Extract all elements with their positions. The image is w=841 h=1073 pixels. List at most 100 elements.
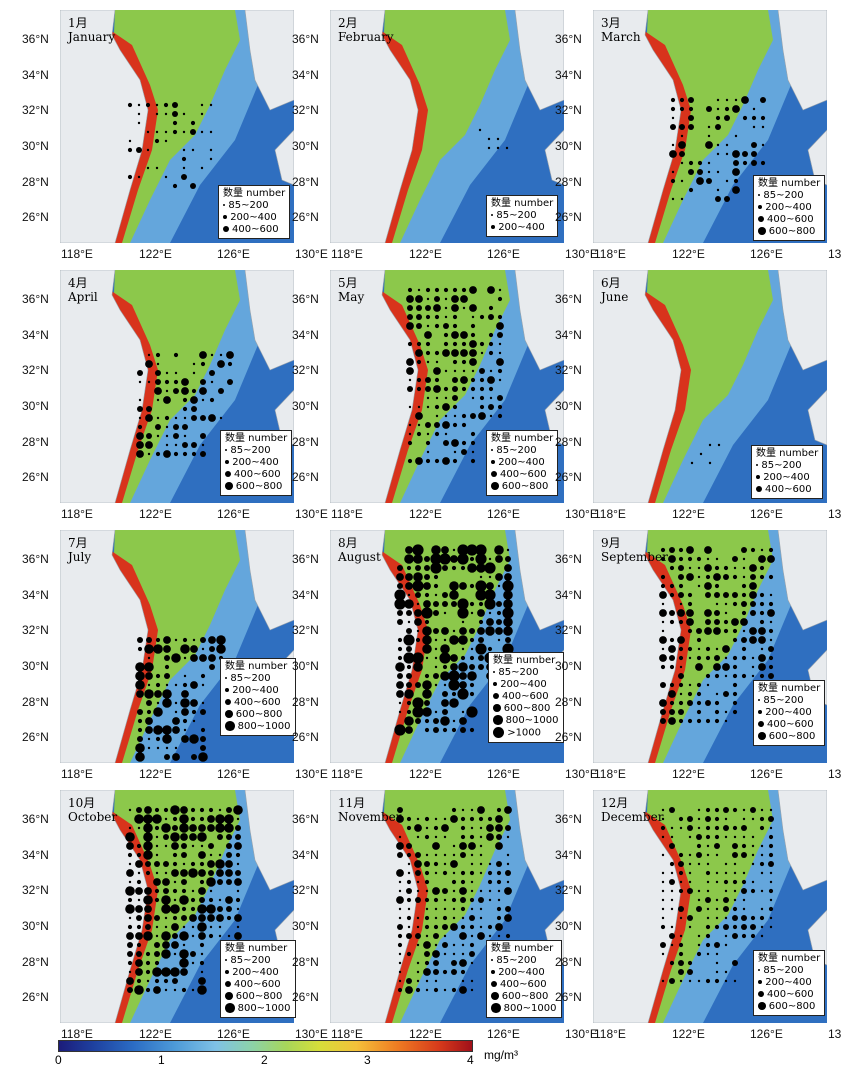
observation-dot xyxy=(731,618,739,626)
legend-dot xyxy=(225,699,231,705)
observation-dot xyxy=(136,978,142,984)
observation-dot xyxy=(504,887,512,895)
observation-dot xyxy=(742,808,746,812)
legend-dot xyxy=(493,670,496,674)
observation-dot xyxy=(145,987,151,993)
observation-dot xyxy=(459,582,467,590)
observation-dot xyxy=(145,414,153,422)
observation-dot xyxy=(696,655,702,661)
latitude-label: 28°N xyxy=(292,695,319,709)
observation-dot xyxy=(751,862,755,866)
observation-dot xyxy=(145,861,151,867)
observation-dot xyxy=(406,709,412,715)
latitude-label: 26°N xyxy=(292,990,319,1004)
month-label-cn: 9月 xyxy=(601,536,621,550)
observation-dot xyxy=(678,565,684,571)
observation-dot xyxy=(190,396,198,404)
observation-dot xyxy=(433,304,441,312)
observation-dot xyxy=(162,698,172,708)
observation-dot xyxy=(459,672,467,680)
observation-dot xyxy=(406,664,412,670)
map-panel-march: 3月 March 数量 number 85~200 200~400 400~600 600~… xyxy=(593,10,827,243)
observation-dot xyxy=(442,888,448,894)
observation-dot xyxy=(404,554,414,564)
observation-dot xyxy=(181,387,189,395)
observation-dot xyxy=(466,544,478,556)
observation-dot xyxy=(461,808,465,812)
observation-dot xyxy=(145,672,153,680)
observation-dot xyxy=(460,565,466,571)
observation-dot xyxy=(227,379,233,385)
observation-dot xyxy=(442,870,448,876)
observation-dot xyxy=(704,582,712,590)
longitude-label: 122°E xyxy=(409,507,442,521)
observation-dot xyxy=(461,952,465,956)
observation-dot xyxy=(669,619,675,625)
observation-dot xyxy=(416,889,420,893)
observation-dot xyxy=(434,656,438,660)
observation-dot xyxy=(227,361,233,367)
observation-dot xyxy=(497,898,501,902)
observation-dot xyxy=(505,825,511,831)
observation-dot xyxy=(416,943,420,947)
legend-entry: 200~400 xyxy=(225,457,287,469)
observation-dot xyxy=(172,102,178,108)
observation-dot xyxy=(208,870,214,876)
observation-dot xyxy=(394,598,406,610)
observation-dot xyxy=(397,637,403,643)
observation-dot xyxy=(714,843,720,849)
observation-dot xyxy=(750,807,756,813)
observation-dot xyxy=(725,179,729,183)
observation-dot xyxy=(760,925,764,929)
observation-dot xyxy=(671,170,675,174)
observation-dot xyxy=(469,664,475,670)
observation-dot xyxy=(147,746,151,750)
observation-dot xyxy=(487,376,495,384)
longitude-label: 130°E xyxy=(565,767,598,781)
observation-dot xyxy=(424,331,432,339)
coastal-high-chl xyxy=(110,290,158,503)
observation-dot xyxy=(751,656,755,660)
observation-dot xyxy=(760,871,764,875)
observation-dot xyxy=(749,591,757,599)
observation-dot xyxy=(415,457,423,465)
legend-title: 数量 number xyxy=(223,188,286,199)
colorbar-tick: 3 xyxy=(364,1053,371,1067)
observation-dot xyxy=(182,718,188,724)
observation-dot xyxy=(697,934,701,938)
observation-dot xyxy=(696,843,702,849)
observation-dot xyxy=(451,349,459,357)
observation-dot xyxy=(714,978,720,984)
observation-dot xyxy=(181,690,189,698)
observation-dot xyxy=(758,663,766,671)
observation-dot xyxy=(155,637,161,643)
observation-dot xyxy=(717,443,721,447)
observation-dot xyxy=(679,97,685,103)
observation-dot xyxy=(407,925,411,929)
month-label-en: January xyxy=(68,30,116,44)
observation-dot xyxy=(433,897,439,903)
observation-dot xyxy=(741,888,747,894)
observation-dot xyxy=(496,915,502,921)
colorbar-tick: 4 xyxy=(467,1053,474,1067)
month-label-en: May xyxy=(338,290,365,304)
observation-dot xyxy=(498,288,502,292)
observation-dot xyxy=(191,709,197,715)
observation-dot xyxy=(723,906,729,912)
latitude-label: 32°N xyxy=(22,623,49,637)
observation-dot xyxy=(471,396,475,400)
longitude-label: 122°E xyxy=(409,1027,442,1041)
observation-dot xyxy=(688,187,694,193)
observation-dot xyxy=(172,978,178,984)
observation-dot xyxy=(144,689,154,699)
longitude-label: 130°E xyxy=(295,1027,328,1041)
observation-dot xyxy=(218,388,224,394)
observation-dot xyxy=(479,314,485,320)
observation-dot xyxy=(426,297,430,301)
latitude-label: 30°N xyxy=(292,139,319,153)
legend-dot xyxy=(758,732,766,740)
observation-dot xyxy=(768,834,774,840)
observation-dot xyxy=(467,563,477,573)
observation-dot xyxy=(484,598,496,610)
observation-dot xyxy=(460,825,466,831)
